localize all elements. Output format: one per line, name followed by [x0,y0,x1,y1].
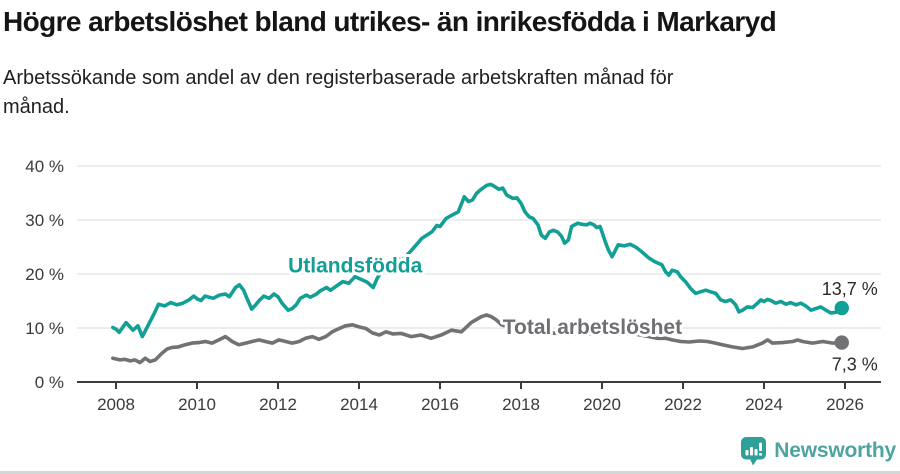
x-axis-label-2014: 2014 [340,395,378,414]
x-axis-label-2024: 2024 [745,395,783,414]
series-label-total-arbetsl-shet: Total arbetslöshet [503,316,682,339]
series-end-dot-utlandsf-dda [834,300,849,316]
x-axis-label-2026: 2026 [826,395,864,414]
chart-subtitle: Arbetssökande som andel av den registerb… [3,64,863,122]
series-line-total-arbetsl-shet [111,313,844,365]
end-value-label-utlandsf-dda: 13,7 % [822,279,878,299]
y-axis-label-40: 40 % [25,157,64,176]
x-axis-label-2016: 2016 [421,395,459,414]
series-line-utlandsf-dda [111,182,844,339]
x-axis-label-2008: 2008 [97,395,135,414]
x-axis-label-2020: 2020 [583,395,621,414]
y-axis-label-20: 20 % [25,265,64,284]
y-axis-label-30: 30 % [25,211,64,230]
bottom-border [0,471,900,474]
newsworthy-logo[interactable]: Newsworthy [740,436,896,466]
x-axis-label-2010: 2010 [178,395,216,414]
newsworthy-bubble-chart-icon [741,437,767,466]
newsworthy-logo-text: Newsworthy [774,439,896,462]
series-end-dot-total-arbetsl-shet [834,335,849,350]
y-axis-label-0: 0 % [35,373,64,392]
x-axis-label-2012: 2012 [259,395,297,414]
x-axis-label-2022: 2022 [664,395,702,414]
subtitle-line-1: Arbetssökande som andel av den registerb… [3,67,674,89]
end-value-label-total-arbetsl-shet: 7,3 % [832,355,878,375]
y-axis-label-10: 10 % [25,319,64,338]
subtitle-line-2: månad. [3,96,70,118]
x-axis-label-2018: 2018 [502,395,540,414]
page-title: Högre arbetslöshet bland utrikes- än inr… [3,6,777,37]
series-label-utlandsf-dda: Utlandsfödda [288,254,422,277]
